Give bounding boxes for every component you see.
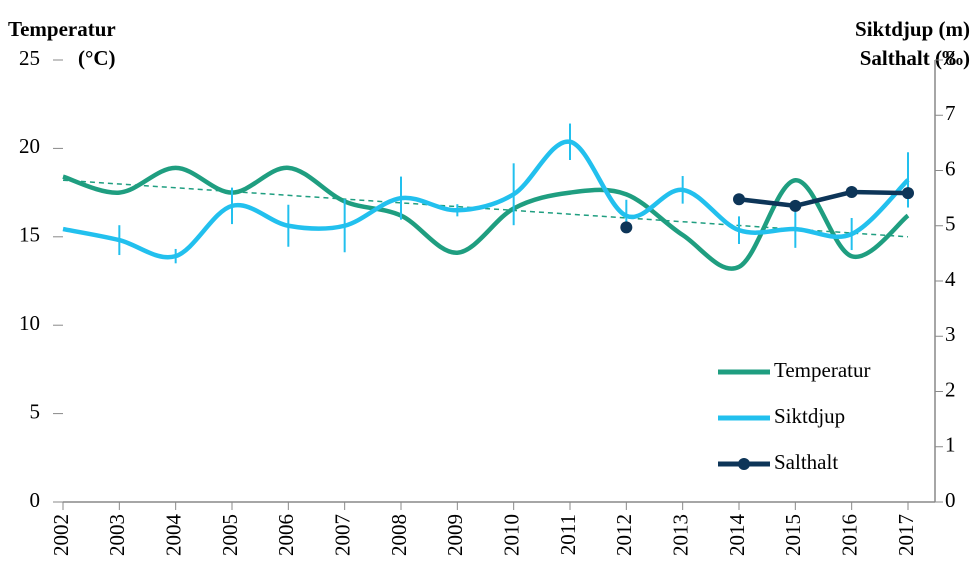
- series-line: [738, 189, 909, 209]
- y-tick-label: 20: [19, 134, 40, 158]
- right-axis-title: Siktdjup (m): [855, 17, 970, 41]
- marker: [620, 221, 633, 234]
- x-tick-label: 2002: [49, 514, 73, 556]
- x-tick-label: 2017: [894, 514, 918, 556]
- x-tick-label: 2003: [105, 514, 129, 556]
- y2-tick-label: 7: [945, 101, 956, 125]
- x-tick-label: 2006: [274, 514, 298, 556]
- x-tick-label: 2009: [443, 514, 467, 556]
- y2-tick-label: 6: [945, 156, 956, 180]
- x-tick-label: 2008: [387, 514, 411, 556]
- y-tick-label: 10: [19, 311, 40, 335]
- marker: [789, 199, 802, 212]
- x-tick-label: 2010: [499, 514, 523, 556]
- x-tick-label: 2016: [837, 514, 861, 556]
- right-axis-title-2: Salthalt (‰): [860, 46, 970, 70]
- y2-tick-label: 4: [945, 267, 956, 291]
- y2-tick-label: 3: [945, 322, 956, 346]
- x-tick-label: 2015: [781, 514, 805, 556]
- x-tick-label: 2004: [161, 514, 185, 557]
- y-tick-label: 0: [30, 488, 41, 512]
- y2-tick-label: 0: [945, 488, 956, 512]
- legend-marker: [738, 458, 750, 470]
- y2-tick-label: 5: [945, 212, 956, 236]
- marker: [902, 187, 914, 200]
- series-line: [62, 139, 910, 260]
- y2-tick-label: 2: [945, 377, 956, 401]
- x-tick-label: 2011: [556, 514, 580, 555]
- x-tick-label: 2005: [218, 514, 242, 556]
- y-tick-label: 5: [30, 399, 41, 423]
- y2-tick-label: 1: [945, 433, 956, 457]
- x-tick-label: 2012: [612, 514, 636, 556]
- legend-label: Siktdjup: [774, 404, 845, 428]
- x-tick-label: 2013: [668, 514, 692, 556]
- marker: [845, 186, 858, 199]
- left-axis-unit: (°C): [78, 46, 116, 70]
- legend-label: Temperatur: [774, 358, 870, 382]
- y-tick-label: 15: [19, 223, 40, 247]
- x-tick-label: 2007: [330, 514, 354, 556]
- y2-tick-label: 8: [945, 46, 956, 70]
- left-axis-title: Temperatur: [8, 17, 116, 41]
- x-tick-label: 2014: [725, 514, 749, 557]
- y-tick-label: 25: [19, 46, 40, 70]
- legend-label: Salthalt: [774, 450, 838, 474]
- series-line: [62, 165, 910, 271]
- marker: [733, 193, 745, 206]
